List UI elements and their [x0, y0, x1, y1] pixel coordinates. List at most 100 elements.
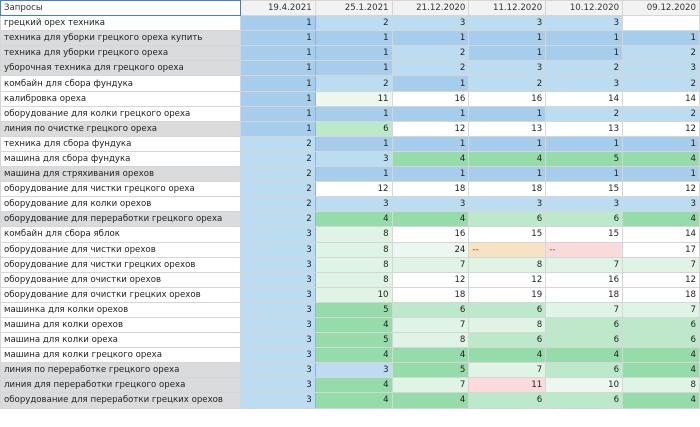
column-header-date[interactable]: 11.12.2020 — [468, 0, 547, 17]
position-cell[interactable]: 17 — [622, 241, 700, 258]
position-cell[interactable]: 1 — [314, 166, 393, 183]
query-cell[interactable]: линия для переработки грецкого ореха — [0, 377, 241, 394]
position-cell[interactable]: 1 — [545, 45, 624, 62]
query-cell[interactable]: оборудование для переработки грецких оре… — [0, 392, 241, 409]
position-cell[interactable]: 8 — [314, 241, 393, 258]
position-cell[interactable]: 4 — [314, 211, 393, 228]
position-cell[interactable]: 8 — [314, 226, 393, 243]
position-cell[interactable]: 1 — [239, 30, 316, 47]
position-cell[interactable]: 12 — [622, 181, 700, 198]
position-cell[interactable]: 15 — [468, 226, 547, 243]
position-cell[interactable]: 7 — [545, 301, 624, 318]
position-cell[interactable]: 1 — [468, 45, 547, 62]
position-cell[interactable]: 12 — [622, 271, 700, 288]
query-cell[interactable]: оборудование для колки орехов — [0, 196, 241, 213]
position-cell[interactable]: 1 — [468, 105, 547, 122]
position-cell[interactable]: 4 — [391, 150, 470, 168]
position-cell[interactable]: 8 — [468, 256, 547, 273]
position-cell[interactable]: 4 — [468, 347, 547, 364]
position-cell[interactable]: 2 — [239, 135, 316, 152]
position-cell[interactable]: 3 — [239, 256, 316, 273]
position-cell[interactable]: 6 — [545, 362, 624, 379]
position-cell[interactable]: -- — [545, 241, 624, 258]
query-cell[interactable]: машина для колки грецкого ореха — [0, 347, 241, 364]
position-cell[interactable]: 11 — [468, 377, 547, 394]
position-cell[interactable]: 6 — [545, 332, 624, 349]
position-cell[interactable]: 10 — [314, 286, 393, 303]
query-cell[interactable]: машина для сбора фундука — [0, 150, 241, 168]
position-cell[interactable]: 1 — [239, 60, 316, 77]
position-cell[interactable]: 2 — [239, 196, 316, 213]
position-cell[interactable]: 1 — [239, 120, 316, 137]
position-cell[interactable]: 7 — [545, 256, 624, 273]
position-cell[interactable]: 6 — [545, 316, 624, 334]
position-cell[interactable]: 5 — [545, 150, 624, 168]
position-cell[interactable]: 12 — [468, 271, 547, 288]
position-cell[interactable]: 3 — [314, 150, 393, 168]
position-cell[interactable]: 1 — [239, 90, 316, 107]
position-cell[interactable]: 12 — [622, 120, 700, 137]
position-cell[interactable]: 5 — [314, 301, 393, 318]
position-cell[interactable]: 1 — [545, 135, 624, 152]
position-cell[interactable]: 4 — [391, 392, 470, 409]
position-cell[interactable]: 14 — [622, 90, 700, 107]
position-cell[interactable]: 3 — [391, 15, 470, 32]
position-cell[interactable]: 3 — [391, 196, 470, 213]
query-cell[interactable]: оборудование для очистки грецких орехов — [0, 286, 241, 303]
query-cell[interactable]: комбайн для сбора яблок — [0, 226, 241, 243]
position-cell[interactable]: 1 — [468, 135, 547, 152]
position-cell[interactable]: 2 — [314, 15, 393, 32]
position-cell[interactable]: 13 — [545, 120, 624, 137]
position-cell[interactable] — [622, 15, 700, 32]
query-cell[interactable]: машина для стряхивания орехов — [0, 166, 241, 183]
position-cell[interactable]: 2 — [239, 150, 316, 168]
position-cell[interactable]: 8 — [468, 316, 547, 334]
position-cell[interactable]: 14 — [545, 90, 624, 107]
position-cell[interactable]: 3 — [239, 377, 316, 394]
position-cell[interactable]: 6 — [468, 332, 547, 349]
position-cell[interactable]: 2 — [545, 105, 624, 122]
position-cell[interactable]: 1 — [545, 166, 624, 183]
position-cell[interactable]: 1 — [622, 166, 700, 183]
column-header-date[interactable]: 25.1.2021 — [314, 0, 393, 17]
position-cell[interactable]: 7 — [391, 316, 470, 334]
position-cell[interactable]: 1 — [622, 30, 700, 47]
position-cell[interactable]: 2 — [391, 45, 470, 62]
position-cell[interactable]: 4 — [314, 377, 393, 394]
position-cell[interactable]: 2 — [239, 211, 316, 228]
query-cell[interactable]: оборудование для очистки орехов — [0, 271, 241, 288]
position-cell[interactable]: 3 — [545, 75, 624, 92]
position-cell[interactable]: 24 — [391, 241, 470, 258]
position-cell[interactable]: 2 — [622, 105, 700, 122]
position-cell[interactable]: 3 — [239, 362, 316, 379]
position-cell[interactable]: 5 — [314, 332, 393, 349]
position-cell[interactable]: 3 — [468, 196, 547, 213]
query-cell[interactable]: оборудование для чистки грецких орехов — [0, 256, 241, 273]
position-cell[interactable]: 18 — [468, 181, 547, 198]
position-cell[interactable]: 3 — [239, 241, 316, 258]
position-cell[interactable]: 8 — [314, 271, 393, 288]
position-cell[interactable]: 4 — [622, 211, 700, 228]
position-cell[interactable]: 18 — [545, 286, 624, 303]
position-cell[interactable]: 6 — [391, 301, 470, 318]
position-cell[interactable]: 2 — [391, 60, 470, 77]
query-cell[interactable]: комбайн для сбора фундука — [0, 75, 241, 92]
position-cell[interactable]: 18 — [391, 286, 470, 303]
position-cell[interactable]: 1 — [239, 105, 316, 122]
query-cell[interactable]: оборудование для переработки грецкого ор… — [0, 211, 241, 228]
position-cell[interactable]: 1 — [391, 30, 470, 47]
position-cell[interactable]: 19 — [468, 286, 547, 303]
position-cell[interactable]: 7 — [391, 377, 470, 394]
position-cell[interactable]: 16 — [468, 90, 547, 107]
query-cell[interactable]: оборудование для колки грецкого ореха — [0, 105, 241, 122]
position-cell[interactable]: 11 — [314, 90, 393, 107]
position-cell[interactable]: 3 — [468, 15, 547, 32]
position-cell[interactable]: 3 — [622, 60, 700, 77]
position-cell[interactable]: 4 — [622, 347, 700, 364]
position-cell[interactable]: 4 — [622, 362, 700, 379]
position-cell[interactable]: 2 — [622, 75, 700, 92]
column-header-date[interactable]: 19.4.2021 — [239, 0, 316, 17]
position-cell[interactable]: 8 — [314, 256, 393, 273]
query-cell[interactable]: техника для уборки грецкого ореха — [0, 45, 241, 62]
position-cell[interactable]: 6 — [622, 316, 700, 334]
